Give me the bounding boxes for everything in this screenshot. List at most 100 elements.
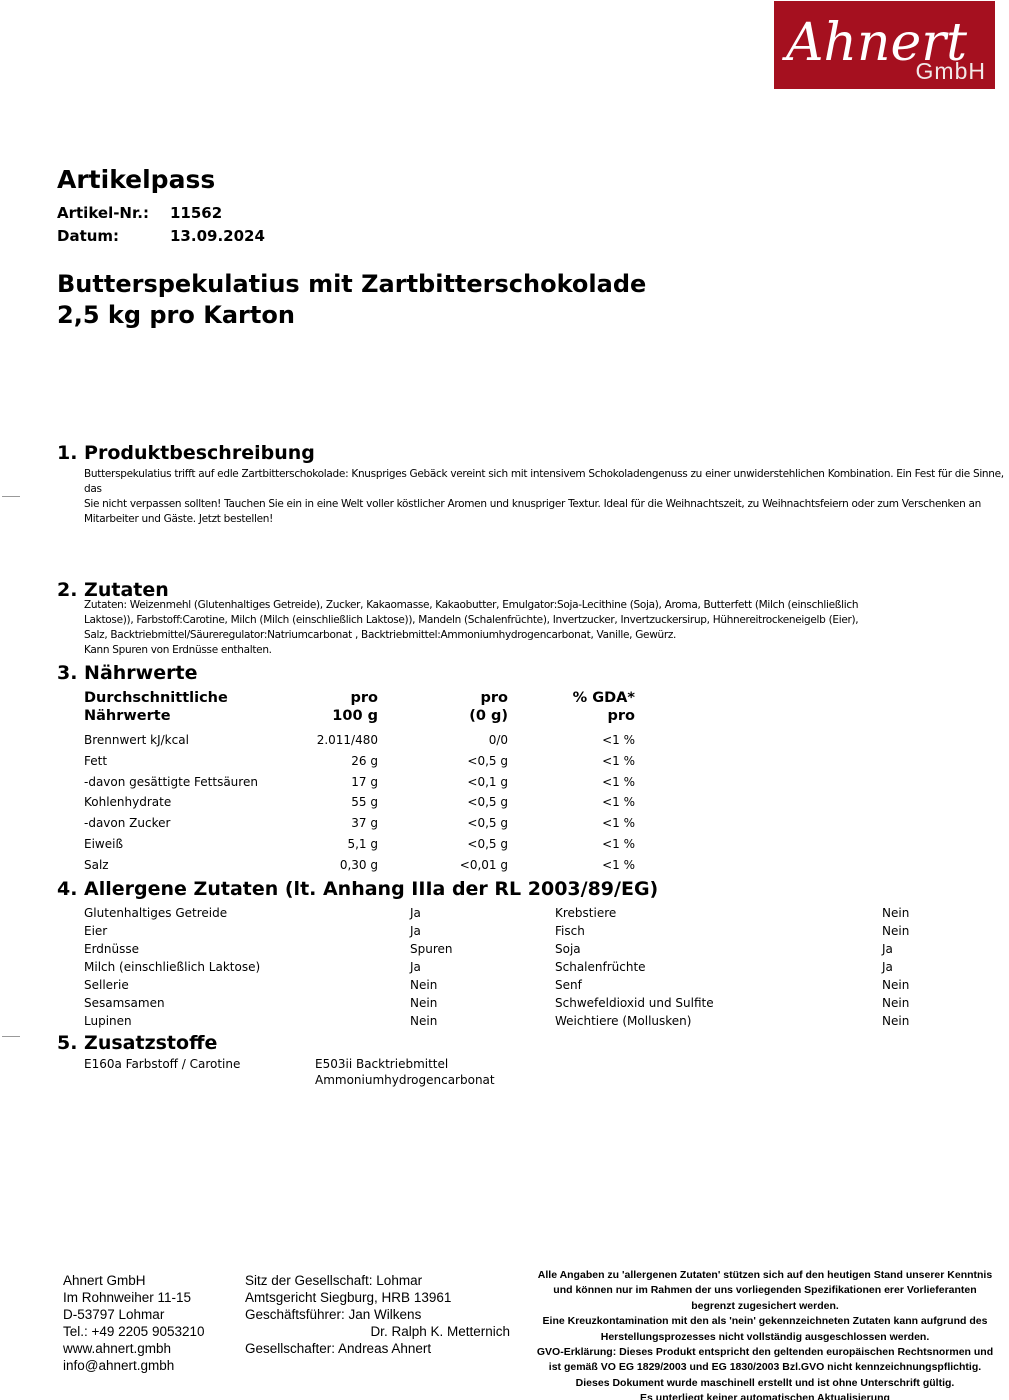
- section-heading-zusatzstoffe: 5. Zusatzstoffe: [57, 1032, 218, 1054]
- produktbeschreibung-text: Butterspekulatius trifft auf edle Zartbi…: [84, 468, 1004, 525]
- nutrition-cell: Salz: [84, 857, 109, 872]
- allergen-value: Ja: [410, 960, 421, 974]
- nutrition-col-header: pro 100 g: [332, 690, 378, 724]
- meta-value: 11562: [170, 204, 223, 222]
- company-logo: Ahnert GmbH: [774, 1, 995, 89]
- nutrition-cell: 55 g: [351, 795, 378, 810]
- allergen-name: Weichtiere (Mollusken): [555, 1014, 692, 1028]
- nutrition-cell: <0,5 g: [467, 795, 508, 810]
- nutrition-cell: 2.011/480: [316, 733, 378, 747]
- nutrition-row: Fett 26 g <0,5 g <1 %: [84, 751, 644, 772]
- additive-item: E503ii Backtriebmittel Ammoniumhydrogenc…: [315, 1057, 495, 1087]
- section-heading-zutaten: 2. Zutaten: [57, 579, 169, 601]
- allergen-name: Milch (einschließlich Laktose): [84, 960, 261, 974]
- allergen-row: Lupinen Nein Weichtiere (Mollusken) Nein: [84, 1012, 1008, 1030]
- nutrition-cell: <1 %: [602, 774, 635, 789]
- allergen-name: Sellerie: [84, 978, 129, 992]
- fold-mark-top: [2, 496, 20, 497]
- nutrition-cell: <1 %: [602, 836, 635, 851]
- nutrition-cell: Brennwert kJ/kcal: [84, 733, 189, 747]
- meta-row-artikelnr: Artikel-Nr.: 11562: [57, 202, 265, 225]
- nutrition-cell: <0,5 g: [467, 753, 508, 768]
- allergen-value: Ja: [410, 906, 421, 920]
- allergen-row: Glutenhaltiges Getreide Ja Krebstiere Ne…: [84, 904, 1008, 922]
- nutrition-cell: 0,30 g: [339, 857, 378, 872]
- nutrition-cell: <0,5 g: [467, 836, 508, 851]
- nutrition-row: Brennwert kJ/kcal 2.011/480 0/0 <1 %: [84, 730, 644, 751]
- section-heading-produktbeschreibung: 1. Produktbeschreibung: [57, 442, 315, 464]
- section-heading-naehrwerte: 3. Nährwerte: [57, 662, 198, 684]
- nutrition-header-row: Durchschnittliche Nährwerte pro 100 g pr…: [84, 690, 644, 725]
- allergen-value: Nein: [882, 1014, 910, 1028]
- footer-register-line: Gesellschafter: Andreas Ahnert: [245, 1341, 432, 1356]
- nutrition-cell: 5,1 g: [347, 836, 378, 851]
- footer-register-line: Dr. Ralph K. Metternich: [370, 1324, 510, 1339]
- allergen-row: Sesamsamen Nein Schwefeldioxid und Sulfi…: [84, 994, 1008, 1012]
- nutrition-row: -davon Zucker 37 g <0,5 g <1 %: [84, 813, 644, 834]
- nutrition-row: Kohlenhydrate 55 g <0,5 g <1 %: [84, 792, 644, 813]
- allergen-name: Eier: [84, 924, 108, 938]
- allergen-value: Ja: [882, 942, 893, 956]
- allergen-name: Soja: [555, 942, 581, 956]
- product-title-line1: Butterspekulatius mit Zartbitterschokola…: [57, 270, 647, 298]
- nutrition-row: -davon gesättigte Fettsäuren 17 g <0,1 g…: [84, 772, 644, 793]
- allergen-value: Spuren: [410, 942, 453, 956]
- nutrition-cell: <1 %: [602, 857, 635, 872]
- logo-wordmark: Ahnert: [786, 13, 968, 73]
- allergen-name: Fisch: [555, 924, 585, 938]
- footer-register-line: Sitz der Gesellschaft: Lohmar: [245, 1273, 423, 1288]
- nutrition-cell: <1 %: [602, 753, 635, 768]
- nutrition-cell: <0,01 g: [459, 857, 508, 872]
- nutrition-cell: -davon gesättigte Fettsäuren: [84, 774, 258, 789]
- nutrition-cell: 26 g: [351, 753, 378, 768]
- allergen-value: Ja: [882, 960, 893, 974]
- nutrition-cell: 37 g: [351, 816, 378, 831]
- meta-label: Artikel-Nr.:: [57, 204, 149, 222]
- allergen-name: Lupinen: [84, 1014, 132, 1028]
- allergen-value: Nein: [882, 906, 910, 920]
- nutrition-cell: <0,5 g: [467, 816, 508, 831]
- nutrition-cell: 0/0: [488, 733, 508, 747]
- allergen-name: Glutenhaltiges Getreide: [84, 906, 228, 920]
- allergen-value: Nein: [410, 996, 438, 1010]
- nutrition-cell: <1 %: [602, 733, 635, 747]
- allergen-name: Schwefeldioxid und Sulfite: [555, 996, 714, 1010]
- footer-register-line: Amtsgericht Siegburg, HRB 13961: [245, 1290, 452, 1305]
- allergen-value: Nein: [410, 1014, 438, 1028]
- allergen-value: Ja: [410, 924, 421, 938]
- nutrition-table: Durchschnittliche Nährwerte pro 100 g pr…: [84, 690, 644, 876]
- nutrition-cell: <1 %: [602, 795, 635, 810]
- allergen-name: Senf: [555, 978, 582, 992]
- nutrition-cell: -davon Zucker: [84, 816, 171, 831]
- allergen-value: Nein: [410, 978, 438, 992]
- nutrition-col-header: % GDA* pro: [572, 690, 635, 724]
- allergen-row: Erdnüsse Spuren Soja Ja: [84, 940, 1008, 958]
- allergen-value: Nein: [882, 924, 910, 938]
- allergen-row: Sellerie Nein Senf Nein: [84, 976, 1008, 994]
- allergen-name: Erdnüsse: [84, 942, 140, 956]
- meta-label: Datum:: [57, 227, 120, 245]
- nutrition-row: Salz 0,30 g <0,01 g <1 %: [84, 855, 644, 876]
- section-heading-allergene: 4. Allergene Zutaten (lt. Anhang IIIa de…: [57, 878, 659, 900]
- zutaten-text: Zutaten: Weizenmehl (Glutenhaltiges Getr…: [84, 599, 859, 656]
- nutrition-col-header: Durchschnittliche Nährwerte: [84, 690, 228, 724]
- product-title: Butterspekulatius mit Zartbitterschokola…: [57, 269, 646, 331]
- meta-row-datum: Datum: 13.09.2024: [57, 225, 265, 248]
- nutrition-cell: Kohlenhydrate: [84, 795, 172, 810]
- allergen-name: Sesamsamen: [84, 996, 165, 1010]
- nutrition-row: Eiweiß 5,1 g <0,5 g <1 %: [84, 834, 644, 855]
- allergen-row: Milch (einschließlich Laktose) Ja Schale…: [84, 958, 1008, 976]
- allergen-name: Krebstiere: [555, 906, 617, 920]
- nutrition-cell: Fett: [84, 753, 108, 768]
- footer-company-address: Ahnert GmbH Im Rohnweiher 11-15 D-53797 …: [63, 1273, 205, 1373]
- nutrition-cell: <1 %: [602, 816, 635, 831]
- product-title-line2: 2,5 kg pro Karton: [57, 301, 295, 329]
- additives-row: E160a Farbstoff / Carotine E503ii Backtr…: [84, 1056, 495, 1088]
- meta-value: 13.09.2024: [170, 227, 265, 245]
- doc-meta: Artikel-Nr.: 11562 Datum: 13.09.2024: [57, 202, 265, 248]
- nutrition-col-header: pro (0 g): [469, 690, 508, 724]
- allergen-table: Glutenhaltiges Getreide Ja Krebstiere Ne…: [84, 904, 1008, 1030]
- allergen-name: Schalenfrüchte: [555, 960, 646, 974]
- footer-register-line: Geschäftsführer: Jan Wilkens: [245, 1307, 422, 1322]
